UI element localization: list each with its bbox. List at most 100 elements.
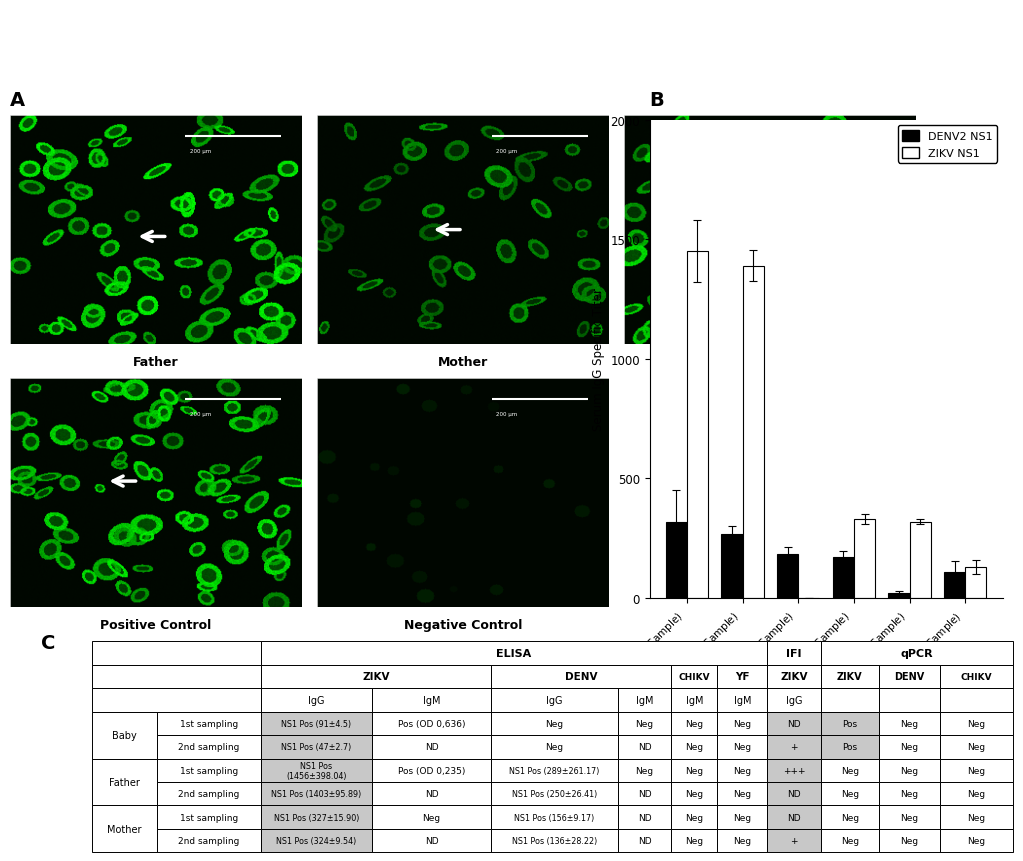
Bar <box>372 806 491 829</box>
Text: Neg: Neg <box>900 813 919 821</box>
Bar <box>666 522 686 598</box>
Text: Neg: Neg <box>900 742 919 752</box>
Text: ND: ND <box>637 813 652 821</box>
Legend: DENV2 NS1, ZIKV NS1: DENV2 NS1, ZIKV NS1 <box>898 126 997 164</box>
Text: IFI: IFI <box>787 648 802 658</box>
Bar <box>372 759 491 782</box>
Bar <box>92 641 261 665</box>
Text: Neg: Neg <box>900 719 919 728</box>
Bar <box>944 572 966 598</box>
Bar <box>92 806 158 852</box>
Bar <box>618 712 671 735</box>
Bar <box>372 782 491 806</box>
Bar <box>767 806 820 829</box>
Bar <box>491 712 618 735</box>
Text: Mother: Mother <box>438 356 488 369</box>
Text: Neg: Neg <box>733 836 751 846</box>
Bar <box>767 782 820 806</box>
Bar <box>721 534 743 598</box>
Bar <box>491 806 618 829</box>
Text: Baby: Baby <box>752 356 788 369</box>
Bar <box>491 688 618 712</box>
Text: IgG: IgG <box>786 695 802 705</box>
Text: YF: YF <box>736 672 750 682</box>
Bar <box>158 735 261 759</box>
Bar <box>618 688 671 712</box>
Bar <box>671 688 717 712</box>
Text: Neg: Neg <box>635 766 654 775</box>
Bar <box>940 688 1013 712</box>
Text: Neg: Neg <box>968 719 985 728</box>
Bar <box>671 829 717 852</box>
Bar <box>261 641 767 665</box>
Bar <box>717 688 767 712</box>
Text: Neg: Neg <box>900 790 919 798</box>
Text: IgG: IgG <box>546 695 563 705</box>
Text: 200 μm: 200 μm <box>496 412 518 417</box>
Bar <box>261 759 372 782</box>
Bar <box>372 688 491 712</box>
Bar <box>671 782 717 806</box>
Bar <box>618 735 671 759</box>
Bar <box>158 759 261 782</box>
Text: Neg: Neg <box>733 813 751 821</box>
Bar <box>261 665 491 688</box>
Bar <box>618 806 671 829</box>
Text: Neg: Neg <box>841 766 858 775</box>
Bar <box>491 829 618 852</box>
Text: A: A <box>10 90 26 109</box>
Text: Neg: Neg <box>968 790 985 798</box>
Text: ELISA: ELISA <box>496 648 532 658</box>
Text: IgG: IgG <box>308 695 324 705</box>
Text: IgM: IgM <box>422 695 440 705</box>
Bar <box>820 806 879 829</box>
Text: CHIKV: CHIKV <box>678 672 710 681</box>
Text: Mother: Mother <box>107 824 142 834</box>
Text: +: + <box>791 836 798 846</box>
Text: Neg: Neg <box>685 766 704 775</box>
Bar <box>717 829 767 852</box>
Bar <box>767 759 820 782</box>
Text: Neg: Neg <box>900 836 919 846</box>
Text: 2nd sampling: 2nd sampling <box>178 836 239 846</box>
Bar <box>491 782 618 806</box>
Bar <box>820 759 879 782</box>
Text: NS1 Pos (1403±95.89): NS1 Pos (1403±95.89) <box>271 790 361 798</box>
Text: 200 μm: 200 μm <box>803 149 825 154</box>
Bar <box>92 665 261 688</box>
Text: Neg: Neg <box>968 742 985 752</box>
Text: ND: ND <box>788 790 801 798</box>
Text: Neg: Neg <box>968 813 985 821</box>
Text: 1st sampling: 1st sampling <box>180 766 238 775</box>
Bar <box>879 829 940 852</box>
Text: Neg: Neg <box>841 836 858 846</box>
Text: Neg: Neg <box>685 719 704 728</box>
Bar <box>879 735 940 759</box>
Text: Neg: Neg <box>545 719 564 728</box>
Bar <box>717 712 767 735</box>
Text: +++: +++ <box>783 766 805 775</box>
Text: IgM: IgM <box>685 695 703 705</box>
Text: 200 μm: 200 μm <box>189 412 211 417</box>
Bar <box>854 519 875 598</box>
Text: 1st sampling: 1st sampling <box>180 719 238 728</box>
Bar <box>879 759 940 782</box>
Text: ND: ND <box>637 790 652 798</box>
Text: 200 μm: 200 μm <box>496 149 518 154</box>
Text: ZIKV: ZIKV <box>362 672 390 682</box>
Bar <box>940 665 1013 688</box>
Text: Neg: Neg <box>733 742 751 752</box>
Text: ND: ND <box>425 742 439 752</box>
Bar <box>261 782 372 806</box>
Bar <box>909 522 931 598</box>
Text: NS1 Pos (136±28.22): NS1 Pos (136±28.22) <box>512 836 597 846</box>
Text: Neg: Neg <box>968 766 985 775</box>
Bar <box>618 759 671 782</box>
Bar <box>372 735 491 759</box>
Bar <box>491 735 618 759</box>
Bar <box>671 806 717 829</box>
Text: qPCR: qPCR <box>900 648 933 658</box>
Text: Neg: Neg <box>968 836 985 846</box>
Bar <box>888 593 909 598</box>
Bar <box>618 782 671 806</box>
